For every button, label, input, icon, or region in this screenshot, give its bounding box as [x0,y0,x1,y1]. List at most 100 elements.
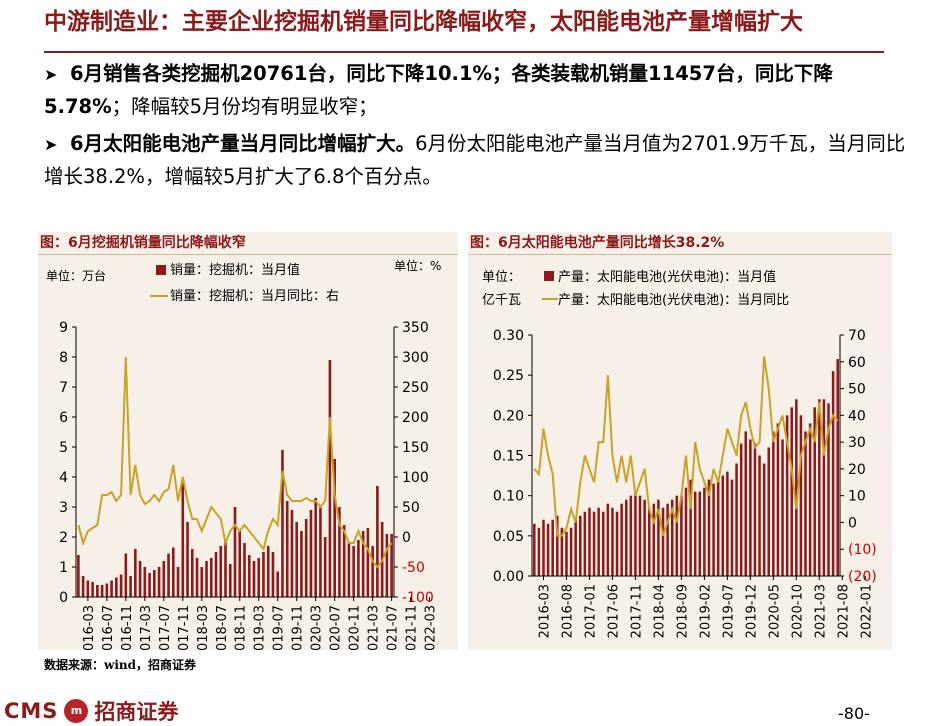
x-tick-label: 2016-07 [101,605,116,650]
solar-chart-panel: 图：6月太阳能电池产量同比增长38.2% 单位： 亿千瓦 产量：太阳能电池(光伏… [468,232,892,650]
x-tick-label: 2018-11 [234,605,249,650]
left-tick-label: 0.30 [493,328,524,344]
bar [592,511,596,576]
bar [91,582,94,597]
x-tick-label: 2017-11 [177,605,192,650]
bar [233,507,237,597]
bar [542,519,545,576]
bar [333,459,336,597]
bar [252,561,256,597]
x-tick-label: 2019-12 [744,584,759,638]
bar [712,483,715,576]
left-tick-label: 6 [59,410,68,426]
right-tick-label: -50 [402,560,425,576]
bar [546,523,550,576]
x-tick-label: 2021-08 [836,584,851,638]
bar [776,423,780,576]
bar [620,503,623,576]
bar [81,576,85,597]
bar [624,499,628,576]
right-tick-label: 30 [848,435,866,451]
bar [371,546,374,597]
title-rule [44,51,884,53]
bar [565,531,568,576]
left-tick-label: 8 [59,350,68,366]
left-unit-line2: 亿千瓦 [482,293,521,308]
bar [224,540,227,597]
bar [314,498,317,597]
bar [352,546,355,597]
bar [670,499,674,576]
solar-chart: 单位： 亿千瓦 产量：太阳能电池(光伏电池)：当月值 产量：太阳能电池(光伏电池… [482,269,877,638]
bar [266,546,270,597]
bar [119,574,123,597]
bar [831,371,835,576]
bar [86,580,90,597]
x-tick-label: 2016-03 [537,584,552,638]
x-tick-label: 2020-03 [310,605,325,650]
left-tick-label: 0.10 [493,489,524,505]
right-tick-label: 150 [402,440,429,456]
bullet-excavator: ➤ 6月销售各类挖掘机20761台，同比下降10.1%；各类装载机销量11457台… [44,58,914,123]
bar [281,450,284,597]
legend-line-label: 销量：挖掘机：当月同比：右 [170,289,339,304]
bar [257,558,261,597]
bar [309,510,313,597]
right-tick-label: 350 [402,320,429,336]
bar [804,431,807,576]
bar [707,479,711,576]
right-tick-label: 50 [848,382,866,398]
x-tick-label: 2021-03 [813,584,828,638]
x-tick-label: 2022-03 [424,605,439,650]
bar [647,507,651,576]
footer-logo: CMS m 招商证券 [4,698,178,724]
x-tick-label: 2017-03 [139,605,154,650]
page-number: -80- [838,704,870,723]
bar [357,540,360,597]
legend-bar-swatch [544,271,554,281]
brand-text: CMS [4,699,59,723]
bar [836,359,839,576]
bar [319,507,322,597]
x-tick-label: 2021-07 [386,605,401,650]
x-tick-label: 2019-11 [291,605,306,650]
bar [171,547,175,597]
bar [209,558,213,597]
bar [347,543,351,597]
bar [295,522,299,597]
bar [195,558,199,597]
arrow-bullet-icon: ➤ [44,65,58,84]
bar [551,519,554,576]
bar [148,573,151,597]
left-tick-label: 0.05 [493,529,524,545]
bar [134,549,137,597]
right-tick-label: 100 [402,470,429,486]
bar [162,561,166,597]
x-tick-label: 2022-01 [859,584,874,638]
right-tick-label: 300 [402,350,429,366]
x-tick-label: 2021-03 [367,605,382,650]
bar [176,567,180,597]
bar [385,534,389,597]
bar [285,501,289,597]
bar [96,585,99,597]
bar [785,415,789,576]
data-source: 数据来源：wind，招商证券 [44,658,197,672]
left-unit: 单位：万台 [46,268,106,283]
right-tick-label: 10 [848,489,866,505]
right-tick-label: 20 [848,462,866,478]
bar [228,564,232,597]
bar [328,360,332,597]
bar [105,583,109,597]
bar [634,491,637,576]
bar [167,553,170,597]
right-tick-label: -100 [402,590,434,606]
bar [157,567,161,597]
bullet-rest: 6月份太阳能电池产量当月值为2701.9万千瓦，当月同比增长38.2%，增幅较5… [44,132,906,188]
x-tick-label: 2017-07 [158,605,173,650]
x-tick-label: 2020-10 [790,584,805,638]
bar [300,531,303,597]
bar [799,415,803,576]
bar [338,507,341,597]
yoy-line [77,356,393,569]
